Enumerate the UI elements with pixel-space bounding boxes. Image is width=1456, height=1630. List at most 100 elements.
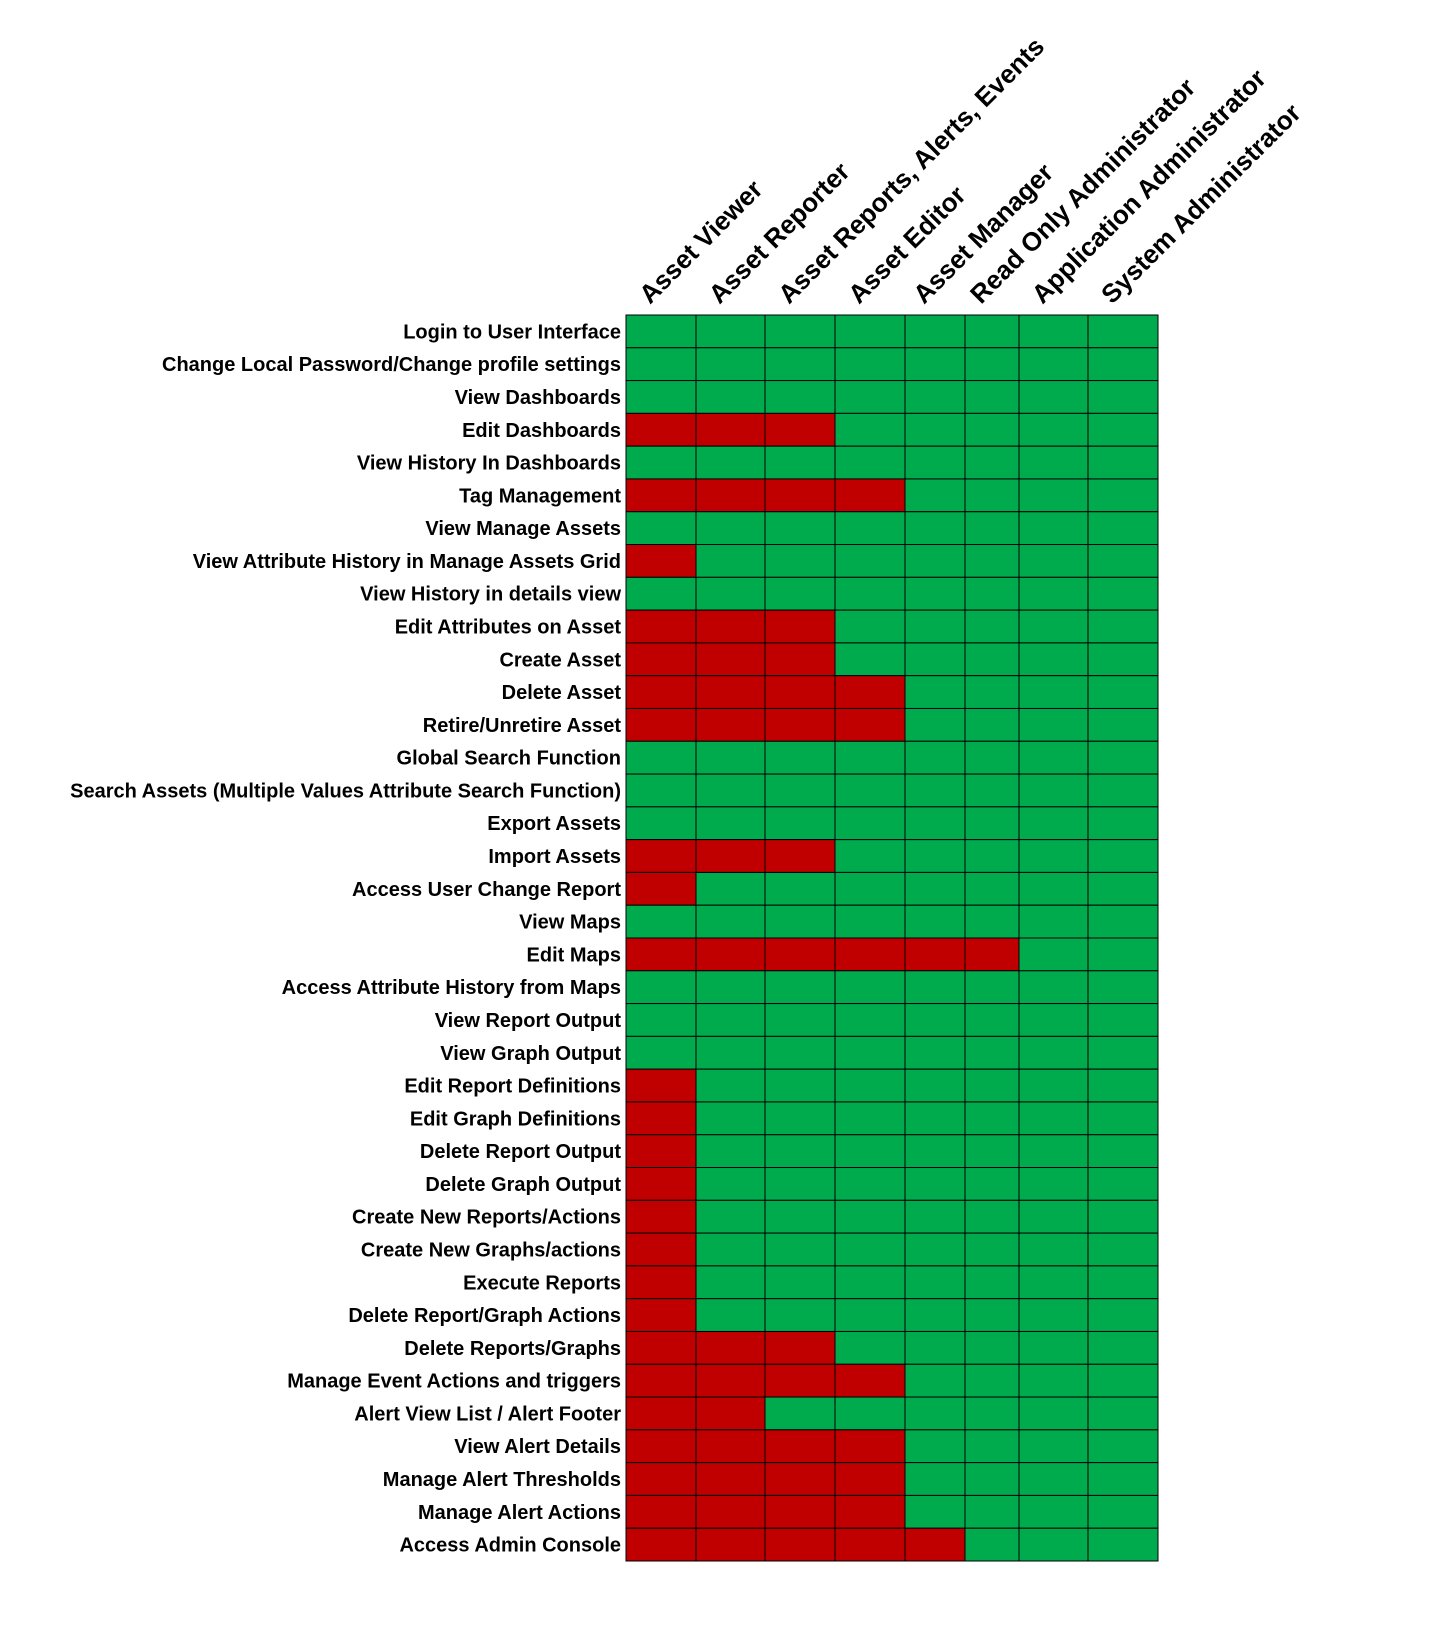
matrix-cell: [764, 1462, 836, 1496]
matrix-cell: [625, 347, 697, 382]
permission-label: View Dashboards: [455, 387, 621, 409]
matrix-cell: [695, 1167, 766, 1201]
permission-label: Manage Alert Actions: [418, 1502, 621, 1524]
matrix-cell: [764, 347, 836, 382]
matrix-cell: [625, 773, 697, 808]
permission-label: Create Asset: [499, 649, 621, 671]
matrix-cell: [695, 1199, 766, 1234]
matrix-cell: [904, 314, 966, 349]
matrix-cell: [964, 1199, 1020, 1234]
matrix-cell: [834, 1527, 906, 1562]
matrix-cell: [964, 380, 1020, 414]
matrix-cell: [904, 707, 966, 742]
matrix-cell: [1087, 707, 1159, 742]
role-header: Read Only Administrator: [964, 72, 1201, 309]
matrix-cell: [1087, 1167, 1159, 1201]
matrix-cell: [764, 1068, 836, 1103]
matrix-cell: [625, 1265, 697, 1300]
matrix-cell: [904, 937, 966, 972]
permission-label: Access Admin Console: [399, 1535, 621, 1557]
matrix-cell: [1018, 970, 1089, 1005]
matrix-cell: [964, 1494, 1020, 1529]
matrix-cell: [695, 642, 766, 677]
matrix-cell: [695, 970, 766, 1005]
matrix-cell: [964, 511, 1020, 546]
matrix-cell: [695, 1298, 766, 1332]
matrix-cell: [695, 937, 766, 972]
matrix-cell: [904, 478, 966, 513]
matrix-cell: [695, 839, 766, 873]
matrix-cell: [764, 1134, 836, 1169]
matrix-cell: [764, 1396, 836, 1431]
matrix-cell: [904, 1167, 966, 1201]
matrix-cell: [834, 511, 906, 546]
matrix-cell: [904, 347, 966, 382]
matrix-cell: [695, 347, 766, 382]
matrix-cell: [904, 970, 966, 1005]
matrix-cell: [1018, 1429, 1089, 1464]
matrix-cell: [904, 1134, 966, 1169]
matrix-cell: [1018, 1363, 1089, 1398]
matrix-cell: [1018, 1232, 1089, 1267]
matrix-cell: [1018, 675, 1089, 709]
matrix-cell: [1087, 1199, 1159, 1234]
matrix-cell: [1018, 1265, 1089, 1300]
matrix-cell: [904, 1101, 966, 1136]
matrix-cell: [904, 839, 966, 873]
matrix-cell: [1087, 511, 1159, 546]
matrix-cell: [764, 1232, 836, 1267]
matrix-cell: [834, 675, 906, 709]
matrix-cell: [625, 380, 697, 414]
permission-label: Alert View List / Alert Footer: [354, 1403, 621, 1425]
matrix-cell: [625, 1232, 697, 1267]
matrix-cell: [764, 1101, 836, 1136]
matrix-cell: [834, 1003, 906, 1037]
permission-label: Import Assets: [488, 846, 621, 868]
matrix-cell: [695, 576, 766, 611]
matrix-cell: [904, 1527, 966, 1562]
matrix-cell: [695, 740, 766, 775]
matrix-cell: [904, 1003, 966, 1037]
permission-label: View Manage Assets: [425, 518, 621, 540]
matrix-cell: [625, 1330, 697, 1365]
matrix-cell: [834, 707, 906, 742]
matrix-cell: [904, 445, 966, 480]
matrix-cell: [964, 1134, 1020, 1169]
matrix-cell: [625, 1101, 697, 1136]
matrix-cell: [625, 511, 697, 546]
matrix-cell: [695, 544, 766, 578]
matrix-cell: [1087, 1429, 1159, 1464]
matrix-cell: [964, 478, 1020, 513]
matrix-cell: [1087, 806, 1159, 841]
permission-label: Access User Change Report: [352, 879, 621, 901]
matrix-cell: [904, 1035, 966, 1070]
matrix-cell: [764, 740, 836, 775]
matrix-cell: [964, 347, 1020, 382]
matrix-cell: [964, 773, 1020, 808]
matrix-cell: [964, 740, 1020, 775]
matrix-cell: [764, 1167, 836, 1201]
matrix-cell: [904, 576, 966, 611]
matrix-cell: [964, 1363, 1020, 1398]
matrix-cell: [1018, 1199, 1089, 1234]
matrix-cell: [1018, 412, 1089, 447]
matrix-cell: [625, 1494, 697, 1529]
matrix-cell: [1087, 773, 1159, 808]
permission-label: View Attribute History in Manage Assets …: [193, 551, 621, 573]
matrix-cell: [964, 970, 1020, 1005]
matrix-cell: [1087, 347, 1159, 382]
matrix-cell: [695, 1265, 766, 1300]
matrix-cell: [964, 1265, 1020, 1300]
matrix-cell: [1018, 707, 1089, 742]
matrix-cell: [764, 970, 836, 1005]
matrix-cell: [1087, 412, 1159, 447]
matrix-cell: [964, 544, 1020, 578]
matrix-cell: [764, 937, 836, 972]
matrix-cell: [904, 1494, 966, 1529]
permission-label: Edit Dashboards: [462, 420, 621, 442]
matrix-cell: [1018, 1462, 1089, 1496]
matrix-cell: [834, 1265, 906, 1300]
permission-label: Manage Event Actions and triggers: [287, 1371, 621, 1393]
matrix-cell: [904, 1462, 966, 1496]
